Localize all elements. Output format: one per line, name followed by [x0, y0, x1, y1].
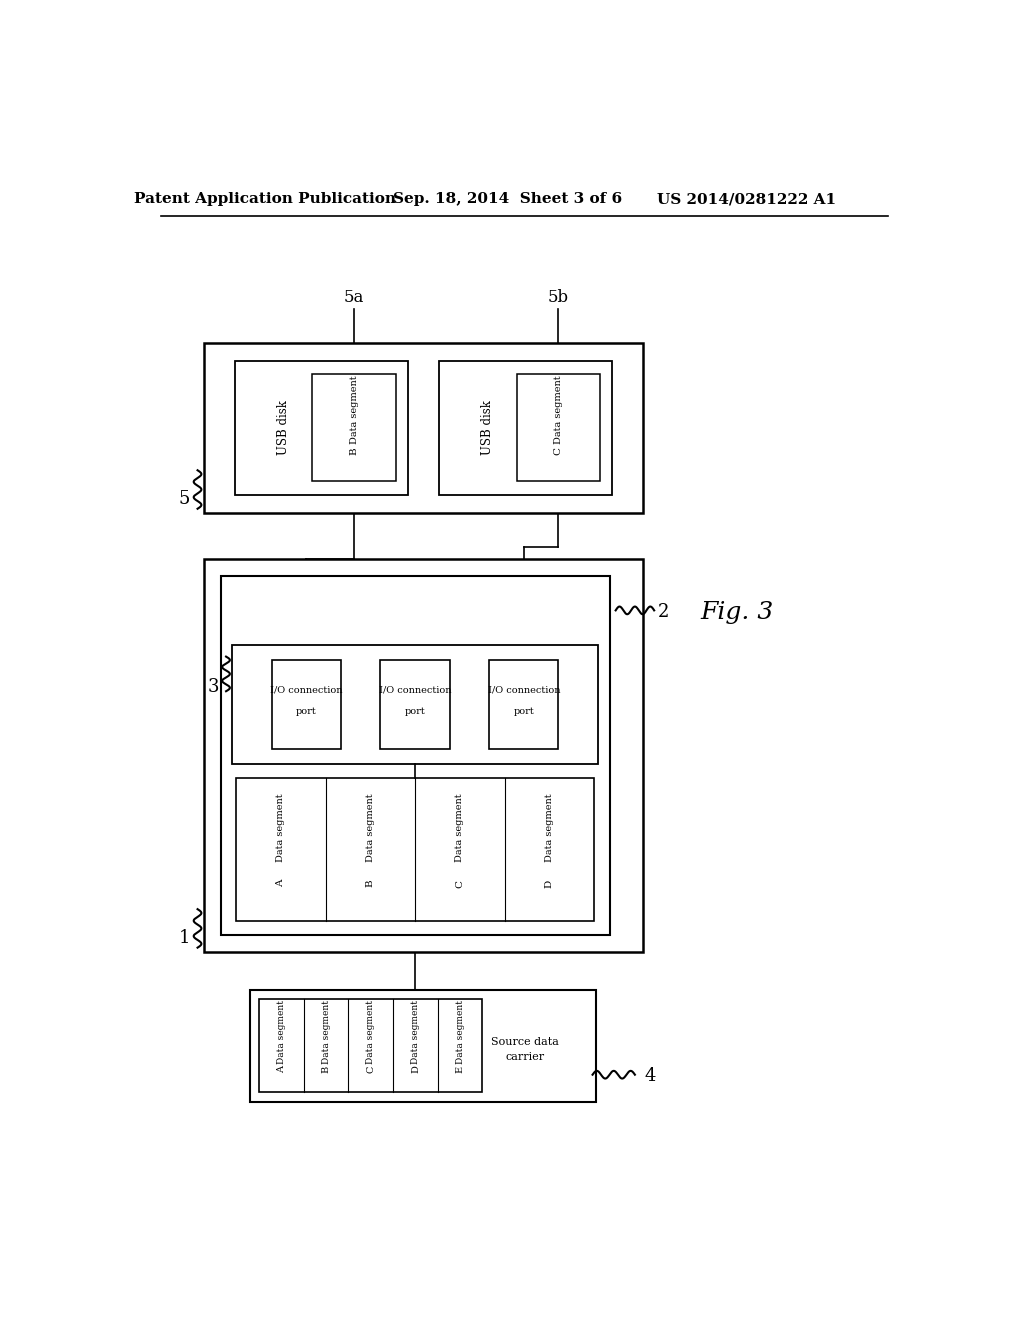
Text: Data segment: Data segment: [349, 375, 358, 444]
Text: C: C: [456, 879, 464, 887]
Text: Patent Application Publication: Patent Application Publication: [134, 193, 396, 206]
Text: Data segment: Data segment: [545, 793, 554, 862]
Text: I/O connection: I/O connection: [270, 685, 343, 694]
Bar: [234, 360, 408, 495]
Text: B: B: [349, 447, 358, 455]
Text: E: E: [456, 1065, 465, 1073]
Text: I/O connection: I/O connection: [487, 685, 560, 694]
Bar: [237, 779, 594, 921]
Text: D: D: [545, 879, 554, 888]
Text: 1: 1: [179, 929, 190, 946]
Bar: [259, 999, 482, 1093]
Text: 4: 4: [645, 1068, 656, 1085]
Bar: [381, 660, 450, 748]
Text: B: B: [366, 880, 375, 887]
Bar: [204, 558, 643, 952]
Text: Sep. 18, 2014  Sheet 3 of 6: Sep. 18, 2014 Sheet 3 of 6: [393, 193, 623, 206]
Text: Data segment: Data segment: [276, 999, 286, 1064]
Text: A: A: [276, 880, 286, 887]
Text: Data segment: Data segment: [366, 793, 375, 862]
Text: Data segment: Data segment: [276, 793, 286, 862]
Bar: [250, 990, 596, 1102]
Text: USB disk: USB disk: [276, 400, 290, 455]
Text: D: D: [411, 1065, 420, 1073]
Bar: [271, 660, 341, 748]
Text: Data segment: Data segment: [456, 793, 464, 862]
Bar: [232, 645, 598, 764]
Bar: [438, 360, 611, 495]
Text: 5: 5: [179, 490, 190, 508]
Bar: [312, 375, 395, 482]
Text: Data segment: Data segment: [322, 999, 331, 1064]
Text: Source data: Source data: [490, 1038, 559, 1047]
Text: C: C: [554, 447, 562, 455]
Text: port: port: [404, 708, 425, 717]
Text: Data segment: Data segment: [554, 375, 562, 444]
Bar: [204, 343, 643, 512]
Text: US 2014/0281222 A1: US 2014/0281222 A1: [657, 193, 837, 206]
Text: I/O connection: I/O connection: [379, 685, 452, 694]
Text: Data segment: Data segment: [367, 999, 376, 1064]
Text: 2: 2: [657, 603, 669, 620]
Text: A: A: [276, 1065, 286, 1073]
Text: Data segment: Data segment: [411, 999, 420, 1064]
Text: C: C: [367, 1065, 376, 1073]
Bar: [489, 660, 558, 748]
Text: 3: 3: [207, 678, 219, 697]
Text: carrier: carrier: [505, 1052, 545, 1061]
Text: Data segment: Data segment: [456, 999, 465, 1064]
Text: USB disk: USB disk: [480, 400, 494, 455]
Text: 5a: 5a: [344, 289, 365, 305]
Text: port: port: [513, 708, 535, 717]
Text: Fig. 3: Fig. 3: [700, 601, 773, 624]
Bar: [220, 576, 609, 935]
Bar: [516, 375, 600, 482]
Text: port: port: [296, 708, 316, 717]
Text: 5b: 5b: [548, 289, 568, 305]
Text: B: B: [322, 1065, 331, 1073]
